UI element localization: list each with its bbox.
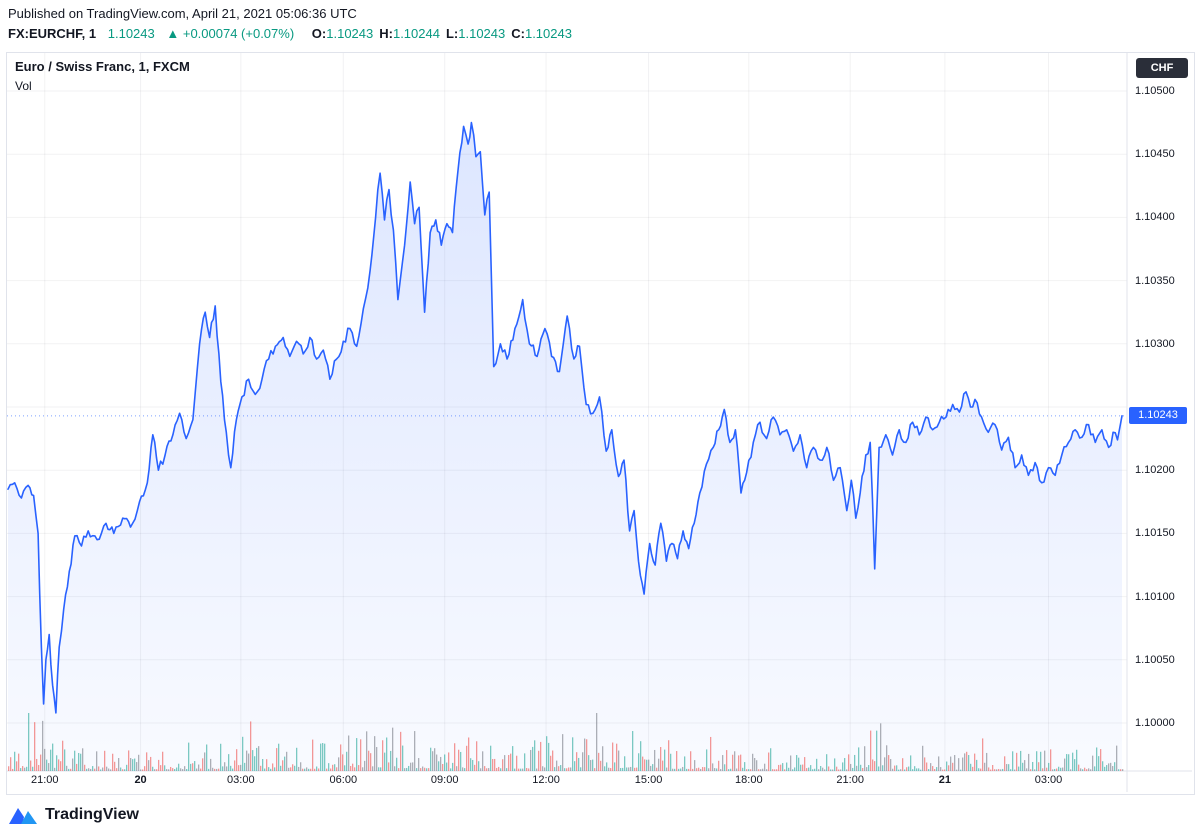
- currency-badge: CHF: [1136, 58, 1188, 78]
- time-axis-label: 15:00: [634, 774, 663, 786]
- price-axis-label: 1.10300: [1135, 337, 1175, 350]
- legend-title: Euro / Swiss Franc, 1, FXCM: [15, 59, 190, 74]
- price-axis-label: 1.10100: [1135, 590, 1175, 603]
- time-axis-label: 12:00: [532, 774, 560, 786]
- tradingview-wordmark: TradingView: [45, 806, 139, 823]
- time-axis-label: 21:00: [836, 774, 864, 786]
- time-axis-label: 09:00: [430, 774, 459, 786]
- price-axis-label: 1.10050: [1135, 653, 1175, 666]
- tradingview-logo-icon: [9, 808, 37, 824]
- chart-container[interactable]: Euro / Swiss Franc, 1, FXCM Vol CHF 1.10…: [6, 52, 1195, 795]
- price-axis-label: 1.10350: [1135, 274, 1175, 287]
- legend-vol: Vol: [15, 79, 32, 93]
- price-axis-label: 1.10500: [1135, 85, 1175, 97]
- time-axis-label: 06:00: [329, 774, 358, 786]
- price-axis-label: 1.10400: [1135, 211, 1175, 224]
- ohlc-value: 1.10243: [524, 26, 572, 41]
- ohlc-values: O:1.10243 H:1.10244 L:1.10243 C:1.10243: [306, 26, 572, 41]
- time-axis-label: 03:00: [1034, 774, 1063, 786]
- price-axis-label: 1.10000: [1135, 717, 1175, 729]
- price-axis-label: 1.10450: [1135, 148, 1175, 161]
- last-price-value: 1.10243: [107, 26, 155, 41]
- time-axis-label: 03:00: [227, 774, 255, 786]
- price-axis-label: 1.10200: [1135, 464, 1175, 477]
- ohlc-label: L:: [445, 26, 459, 41]
- time-axis-label: 18:00: [735, 774, 763, 786]
- symbol-info-bar: FX:EURCHF, 1 1.10243 ▲ +0.00074 (+0.07%)…: [8, 26, 572, 41]
- price-axis-label: 1.10150: [1135, 527, 1175, 540]
- ohlc-label: O:: [311, 26, 327, 41]
- time-axis-label: 20: [134, 774, 147, 786]
- change-value: ▲ +0.00074 (+0.07%): [166, 26, 295, 41]
- last-price-badge: 1.10243: [1129, 407, 1187, 425]
- ohlc-value: 1.10243: [458, 26, 506, 41]
- time-axis-label: 21: [938, 774, 951, 786]
- published-line: Published on TradingView.com, April 21, …: [8, 6, 357, 21]
- ohlc-value: 1.10244: [392, 26, 440, 41]
- ohlc-label: H:: [379, 26, 393, 41]
- ohlc-value: 1.10243: [326, 26, 374, 41]
- tradingview-logo[interactable]: TradingView: [8, 799, 139, 831]
- ohlc-label: C:: [511, 26, 525, 41]
- price-chart-svg[interactable]: [7, 53, 1192, 792]
- time-axis-label: 21:00: [30, 774, 59, 786]
- symbol-name[interactable]: FX:EURCHF, 1: [8, 26, 97, 41]
